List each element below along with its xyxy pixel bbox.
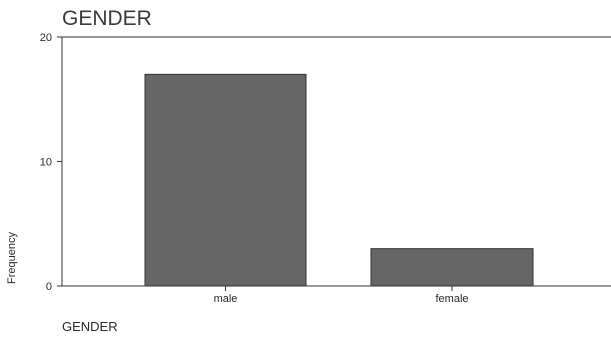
x-tick-label: female	[435, 293, 468, 305]
bar-female	[370, 248, 534, 287]
x-axis-ticks: male female	[214, 286, 469, 305]
chart-title: GENDER	[62, 7, 152, 30]
y-tick-label: 0	[46, 281, 52, 293]
y-tick-label: 10	[40, 157, 52, 169]
bar-male	[144, 73, 307, 287]
y-axis-ticks: 0 10 20	[40, 32, 62, 293]
x-axis-title: GENDER	[62, 319, 118, 334]
y-tick-label: 20	[40, 32, 52, 44]
bars	[144, 73, 534, 287]
x-tick-label: male	[214, 293, 238, 305]
y-axis-title: Frequency	[6, 232, 18, 284]
